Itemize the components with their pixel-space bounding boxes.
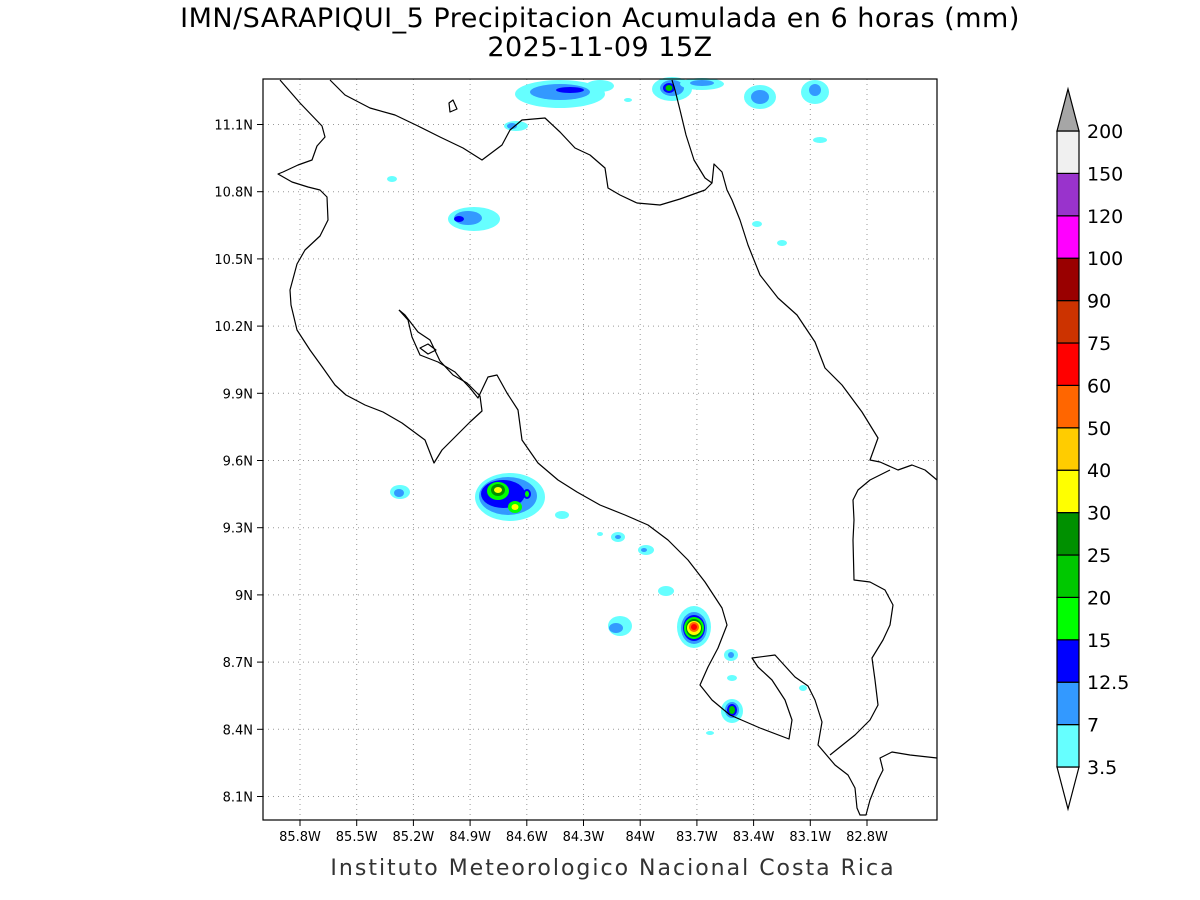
legend-swatch [1056, 300, 1080, 344]
y-tick-label: 9.6N [223, 455, 253, 470]
legend-swatch [1056, 427, 1080, 471]
legend-swatch [1056, 639, 1080, 683]
x-tick-label: 84W [625, 830, 655, 845]
x-axis: 85.8W 85.5W 85.2W 84.9W 84.6W 84.3W 84W 83.7W 83… [279, 820, 888, 845]
title-line-1: IMN/SARAPIQUI_5 Precipitacion Acumulada … [180, 3, 1020, 34]
x-tick-label: 85.2W [392, 830, 434, 845]
legend-swatch [1056, 130, 1080, 175]
title-line-2: 2025-11-09 15Z [487, 32, 713, 63]
color-legend: 3.5 7 12.5 15 20 25 30 40 50 60 75 90 100 120 150 200 [1056, 86, 1129, 812]
legend-upper-arrow [1056, 86, 1080, 132]
legend-level-label: 50 [1087, 418, 1111, 440]
legend-level-label: 15 [1087, 630, 1111, 652]
y-tick-label: 8.4N [223, 723, 253, 738]
precip-field [387, 77, 829, 735]
legend-level-label: 60 [1087, 375, 1111, 397]
legend-level-label: 25 [1087, 545, 1111, 567]
x-tick-label: 83.7W [676, 830, 718, 845]
x-tick-label: 85.5W [336, 830, 378, 845]
x-tick-label: 84.6W [506, 830, 548, 845]
legend-swatch [1056, 554, 1080, 599]
x-tick-label: 84.3W [563, 830, 605, 845]
legend-level-label: 40 [1087, 460, 1111, 482]
legend-swatch [1056, 511, 1080, 556]
y-tick-label: 11.1N [214, 119, 253, 134]
y-axis: 11.1N 10.8N 10.5N 10.2N 9.9N 9.6N 9.3N 9N 8.7N 8.… [214, 119, 263, 806]
x-tick-label: 82.8W [846, 830, 888, 845]
legend-level-label: 200 [1087, 121, 1123, 143]
legend-level-label: 12.5 [1087, 672, 1129, 694]
legend-swatch [1056, 469, 1080, 514]
legend-swatch [1056, 172, 1080, 217]
y-tick-label: 9.3N [223, 522, 253, 537]
map-title: IMN/SARAPIQUI_5 Precipitacion Acumulada … [0, 4, 1200, 62]
precip-cell-south-pacific [608, 586, 807, 735]
legend-swatch [1056, 342, 1080, 387]
legend-swatch [1056, 681, 1080, 726]
legend-level-label: 75 [1087, 333, 1111, 355]
legend-level-label: 100 [1087, 248, 1123, 270]
precip-cell-central-pacific [390, 473, 654, 555]
x-tick-label: 83.4W [733, 830, 775, 845]
y-tick-label: 8.7N [223, 656, 253, 671]
legend-level-label: 3.5 [1087, 757, 1117, 779]
x-tick-label: 85.8W [279, 830, 321, 845]
y-tick-label: 9N [235, 589, 253, 604]
coastlines [277, 79, 938, 816]
map-panel [262, 77, 938, 821]
precip-cell-north-coast [387, 77, 829, 246]
legend-level-label: 30 [1087, 503, 1111, 525]
y-tick-label: 8.1N [223, 791, 253, 806]
y-tick-label: 9.9N [223, 387, 253, 402]
legend-lower-arrow [1056, 766, 1080, 812]
legend-level-label: 120 [1087, 206, 1123, 228]
legend-level-label: 7 [1087, 715, 1099, 737]
y-tick-label: 10.5N [214, 253, 253, 268]
legend-level-label: 150 [1087, 163, 1123, 185]
grid-lines [263, 79, 937, 820]
legend-swatch [1056, 723, 1080, 768]
y-tick-label: 10.2N [214, 320, 253, 335]
precip-cell-guanacaste [448, 207, 500, 231]
legend-swatch [1056, 215, 1080, 259]
y-tick-label: 10.8N [214, 186, 253, 201]
footer-credit: Instituto Meteorologico Nacional Costa R… [330, 856, 896, 881]
legend-swatch [1056, 257, 1080, 302]
legend-level-label: 90 [1087, 291, 1111, 313]
legend-swatch [1056, 596, 1080, 641]
legend-swatch [1056, 384, 1080, 429]
legend-level-label: 20 [1087, 587, 1111, 609]
x-tick-label: 83.1W [789, 830, 831, 845]
map-frame [262, 78, 938, 821]
x-tick-label: 84.9W [449, 830, 491, 845]
